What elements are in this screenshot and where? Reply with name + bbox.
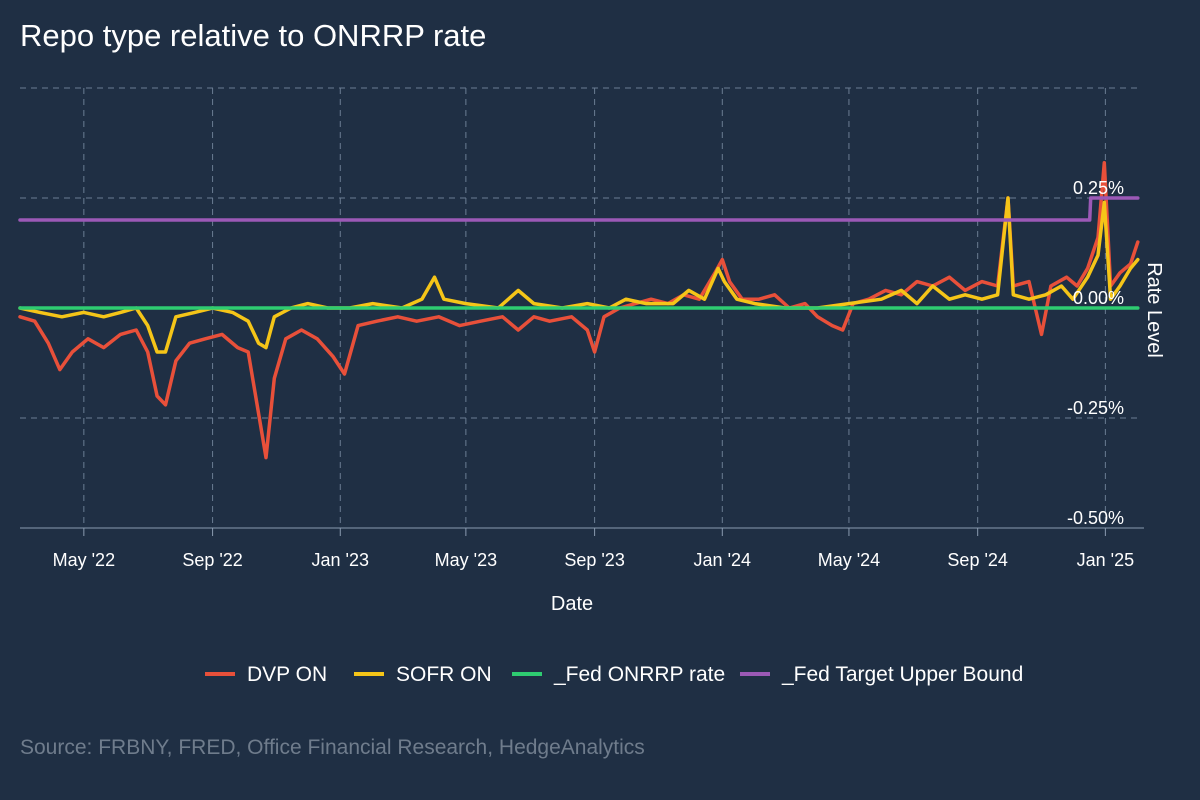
legend-label: SOFR ON bbox=[396, 663, 492, 686]
grid bbox=[20, 87, 1144, 536]
tick-labels: May '22 Sep '22 Jan '23 May '23 Sep '23 Jan '… bbox=[53, 178, 1134, 570]
x-tick-label: Sep '22 bbox=[182, 550, 243, 570]
y-axis-title: Rate Level bbox=[1143, 262, 1165, 358]
x-tick-label: Sep '23 bbox=[564, 550, 625, 570]
x-tick-label: Jan '25 bbox=[1077, 550, 1134, 570]
source-note: Source: FRBNY, FRED, Office Financial Re… bbox=[20, 736, 645, 759]
x-tick-label: Sep '24 bbox=[947, 550, 1008, 570]
x-tick-label: May '23 bbox=[435, 550, 497, 570]
legend-label: _Fed ONRRP rate bbox=[553, 663, 725, 686]
legend-label: DVP ON bbox=[247, 663, 327, 686]
series-line-dvp-on bbox=[18, 161, 1140, 460]
legend-label: _Fed Target Upper Bound bbox=[781, 663, 1023, 686]
x-tick-label: Jan '23 bbox=[312, 550, 369, 570]
series-line-fed-target-upper-bound bbox=[18, 196, 1140, 222]
y-tick-label: -0.50% bbox=[1067, 508, 1124, 528]
legend-item[interactable]: SOFR ON bbox=[354, 663, 492, 686]
y-tick-label: 0.25% bbox=[1073, 178, 1124, 198]
y-tick-label: 0.00% bbox=[1073, 288, 1124, 308]
series-layer bbox=[18, 161, 1140, 460]
x-axis-title: Date bbox=[551, 593, 593, 615]
legend-item[interactable]: _Fed Target Upper Bound bbox=[740, 663, 1023, 686]
x-tick-label: May '24 bbox=[818, 550, 880, 570]
x-tick-label: May '22 bbox=[53, 550, 115, 570]
legend-item[interactable]: _Fed ONRRP rate bbox=[512, 663, 725, 686]
chart-title: Repo type relative to ONRRP rate bbox=[20, 18, 487, 53]
legend[interactable]: DVP ON SOFR ON _Fed ONRRP rate _Fed Target … bbox=[205, 663, 1023, 686]
legend-item[interactable]: DVP ON bbox=[205, 663, 327, 686]
y-tick-label: -0.25% bbox=[1067, 398, 1124, 418]
x-tick-label: Jan '24 bbox=[694, 550, 751, 570]
